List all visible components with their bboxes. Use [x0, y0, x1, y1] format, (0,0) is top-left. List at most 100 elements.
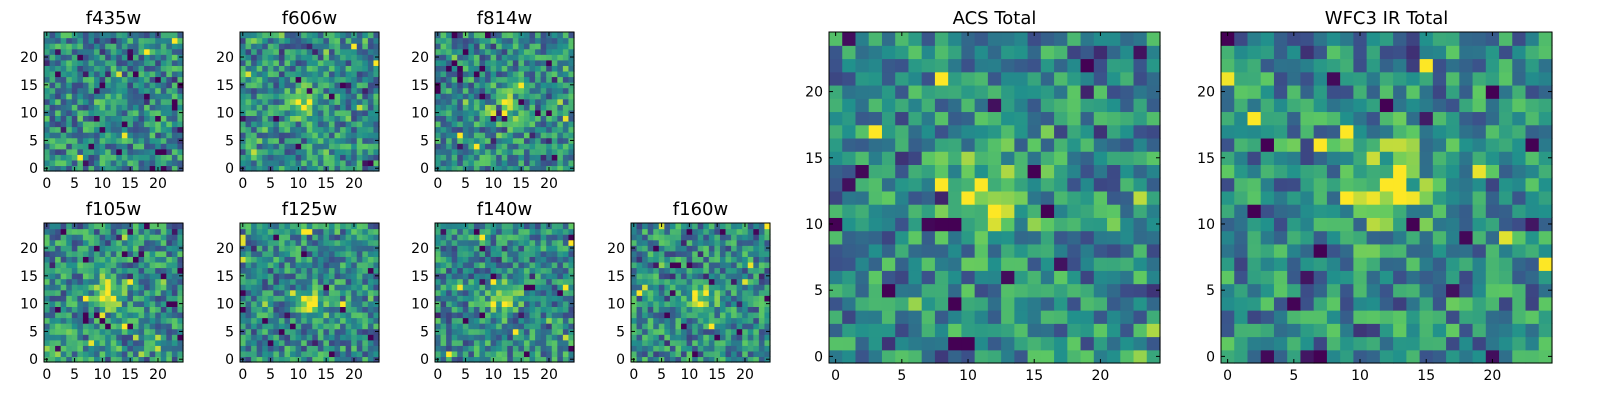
- pixel-cell: [697, 295, 704, 302]
- pixel-cell: [278, 48, 286, 55]
- pixel-cell: [535, 59, 542, 66]
- pixel-cell: [681, 223, 688, 230]
- pixel-cell: [351, 245, 358, 252]
- pixel-cell: [132, 300, 140, 307]
- pixel-cell: [284, 104, 291, 111]
- pixel-cell: [267, 87, 274, 94]
- pixel-cell: [725, 256, 732, 263]
- pixel-cell: [127, 120, 134, 128]
- pixel-cell: [446, 278, 453, 285]
- pixel-cell: [132, 339, 140, 346]
- pixel-cell: [171, 115, 179, 122]
- pixel-cell: [99, 323, 106, 330]
- pixel-cell: [479, 328, 486, 335]
- x-tick-label: 5: [70, 367, 79, 383]
- pixel-cell: [351, 65, 358, 72]
- pixel-cell: [518, 159, 525, 167]
- pixel-cell: [44, 234, 51, 241]
- pixel-cell: [479, 239, 486, 246]
- pixel-cell: [251, 228, 258, 235]
- pixel-cell: [535, 109, 542, 116]
- pixel-cell: [1027, 336, 1042, 351]
- pixel-cell: [507, 165, 514, 172]
- pixel-cell: [171, 256, 179, 263]
- pixel-cell: [55, 115, 62, 122]
- pixel-cell: [540, 137, 547, 144]
- pixel-cell: [719, 228, 727, 235]
- pixel-cell: [435, 323, 442, 330]
- pixel-cell: [512, 328, 519, 335]
- pixel-cell: [267, 311, 274, 319]
- pixel-cell: [703, 245, 710, 252]
- pixel-cell: [155, 82, 162, 89]
- pixel-cell: [753, 356, 760, 363]
- pixel-cell: [664, 261, 671, 269]
- pixel-cell: [66, 306, 73, 313]
- pixel-cell: [1133, 177, 1148, 192]
- pixel-cell: [138, 273, 145, 280]
- pixel-cell: [719, 250, 727, 257]
- pixel-cell: [653, 339, 660, 346]
- pixel-cell: [703, 256, 710, 263]
- pixel-cell: [177, 284, 184, 291]
- pixel-cell: [94, 109, 101, 116]
- pixel-cell: [127, 143, 134, 150]
- pixel-cell: [278, 32, 286, 39]
- pixel-cell: [451, 70, 458, 78]
- pixel-cell: [49, 70, 56, 78]
- pixel-cell: [692, 300, 699, 307]
- pixel-cell: [177, 143, 184, 150]
- pixel-cell: [55, 120, 62, 128]
- pixel-cell: [568, 87, 575, 94]
- pixel-cell: [479, 345, 486, 352]
- y-tick-label: 5: [420, 133, 429, 149]
- pixel-cell: [121, 126, 128, 133]
- pixel-cell: [127, 245, 134, 252]
- pixel-cell: [921, 230, 936, 245]
- pixel-cell: [245, 284, 252, 291]
- pixel-cell: [736, 350, 743, 358]
- pixel-cell: [155, 306, 162, 313]
- pixel-cell: [317, 250, 324, 257]
- pixel-cell: [714, 256, 721, 263]
- pixel-cell: [675, 300, 682, 307]
- pixel-cell: [149, 104, 156, 111]
- pixel-cell: [855, 204, 870, 218]
- pixel-cell: [240, 345, 247, 352]
- pixel-cell: [647, 256, 654, 263]
- pixel-cell: [987, 296, 1002, 311]
- pixel-cell: [669, 278, 677, 285]
- pixel-cell: [340, 159, 347, 167]
- pixel-cell: [446, 261, 453, 269]
- pixel-cell: [284, 345, 291, 352]
- pixel-cell: [658, 250, 665, 257]
- pixel-cell: [1080, 177, 1095, 192]
- pixel-cell: [82, 54, 90, 61]
- pixel-cell: [99, 245, 106, 252]
- pixel-cell: [562, 311, 570, 319]
- pixel-cell: [753, 295, 760, 302]
- pixel-cell: [273, 234, 280, 241]
- pixel-cell: [535, 239, 542, 246]
- pixel-cell: [490, 289, 497, 296]
- pixel-cell: [71, 284, 78, 291]
- y-tick-label: 20: [411, 241, 429, 257]
- pixel-cell: [138, 93, 145, 100]
- pixel-cell: [714, 239, 721, 246]
- pixel-cell: [507, 137, 514, 144]
- pixel-cell: [55, 109, 62, 116]
- pixel-cell: [328, 228, 336, 235]
- pixel-cell: [110, 300, 117, 307]
- pixel-cell: [356, 267, 363, 274]
- pixel-cell: [121, 32, 128, 39]
- pixel-cell: [367, 159, 375, 167]
- pixel-cell: [535, 115, 542, 122]
- pixel-cell: [462, 70, 469, 78]
- pixel-cell: [328, 306, 336, 313]
- pixel-cell: [88, 132, 95, 139]
- pixel-cell: [49, 278, 56, 285]
- pixel-cell: [719, 306, 727, 313]
- pixel-cell: [473, 137, 481, 144]
- pixel-cell: [479, 223, 486, 230]
- pixel-cell: [149, 137, 156, 144]
